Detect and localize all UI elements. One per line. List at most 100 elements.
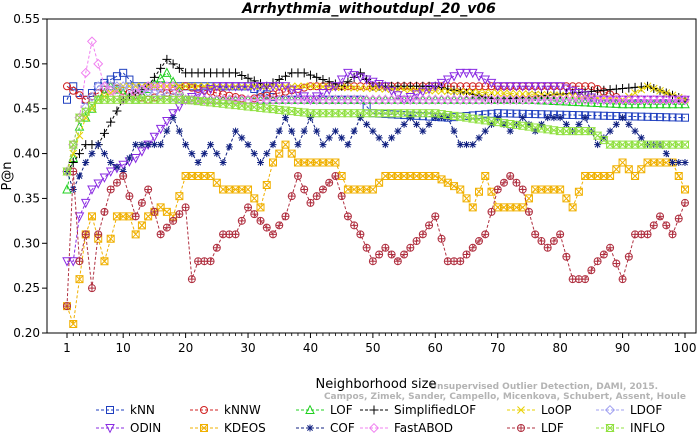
data-point-odin (87, 185, 97, 195)
data-point-cof (269, 141, 277, 149)
data-point-odin (99, 173, 110, 183)
legend-label: SimplifiedLOF (394, 403, 476, 417)
data-point-knnw (231, 93, 240, 102)
data-point-ldf (499, 178, 508, 187)
y-tick-label: 0.50 (13, 57, 40, 71)
data-point-simplifiedlof (630, 82, 640, 92)
data-point-odin (261, 82, 272, 92)
data-point-knn (637, 112, 646, 121)
data-point-ldf (119, 172, 128, 180)
data-point-odin (417, 87, 428, 98)
data-point-knnw (350, 82, 359, 91)
y-tick-label: 0.55 (13, 12, 40, 26)
data-point-kdeos (256, 203, 265, 212)
data-point-odin (524, 82, 534, 92)
data-point-kdeos (562, 194, 571, 203)
watermark-line-citation: Unsupervised Outlier Detection, DAMI, 20… (430, 382, 658, 392)
data-point-knn (656, 113, 665, 122)
data-point-kdeos (475, 187, 483, 196)
legend-entry-fastabod: FastABOD (360, 421, 453, 434)
data-point-cof (306, 114, 314, 122)
data-point-ldf (618, 275, 627, 284)
data-point-odin (436, 78, 447, 89)
data-point-loop (181, 82, 190, 91)
data-point-cof (388, 134, 396, 142)
data-point-loop (656, 86, 664, 95)
data-point-ldf (481, 230, 490, 239)
data-point-ldf (375, 250, 384, 259)
data-point-kdeos (262, 180, 271, 189)
data-point-fastabod (105, 85, 116, 96)
data-point-ldf (206, 257, 215, 266)
data-point-simplifiedlof (624, 83, 634, 93)
data-point-odin (268, 82, 278, 92)
data-point-cof (681, 159, 689, 167)
data-point-cof (113, 163, 121, 171)
data-point-knnw (63, 82, 71, 91)
data-point-kdeos (375, 178, 384, 187)
data-point-ldf (94, 230, 103, 239)
data-point-lof (162, 67, 172, 77)
data-point-ldf (531, 230, 540, 239)
plot-frame (46, 18, 697, 334)
data-point-odin (218, 82, 228, 92)
x-tick-label: 20 (178, 341, 193, 355)
legend-entry-knn: kNN (96, 403, 155, 417)
data-point-odin (130, 154, 141, 164)
data-point-knn (681, 113, 689, 122)
data-point-inflo (62, 167, 72, 176)
legend-label: kNN (130, 403, 155, 417)
data-point-loop (512, 89, 521, 98)
data-point-odin (536, 82, 547, 92)
data-point-ldf (144, 185, 153, 194)
data-point-ldf (393, 257, 402, 266)
data-point-kdeos (468, 203, 477, 212)
data-point-cof (363, 120, 371, 128)
data-point-cof (238, 134, 246, 142)
data-point-kdeos (131, 230, 140, 239)
legend-entry-odin: ODIN (96, 421, 161, 434)
data-point-odin (243, 82, 253, 92)
data-point-loop (475, 88, 483, 97)
legend-entry-inflo: INFLO (596, 421, 665, 434)
data-point-knn (674, 113, 683, 122)
data-point-ldf (624, 252, 633, 261)
data-point-odin (193, 90, 203, 100)
data-point-cof (456, 141, 464, 149)
data-point-ldf (475, 237, 484, 246)
data-point-odin (411, 90, 422, 100)
data-point-ldf (468, 243, 477, 252)
legend-label: kNNW (224, 403, 261, 417)
data-point-ldf (537, 237, 546, 246)
data-point-ldf (406, 243, 415, 252)
data-point-kdeos (624, 165, 633, 174)
watermark: Campos, Zimek, Sander, Campello, Micenko… (324, 382, 686, 402)
data-point-loop (175, 82, 184, 91)
data-point-lof (642, 98, 653, 109)
data-point-odin (517, 82, 528, 92)
data-point-loop (75, 131, 84, 140)
data-point-knn (643, 112, 652, 121)
legend-marker (200, 406, 208, 414)
data-point-knn (269, 93, 277, 102)
data-point-ldf (318, 185, 327, 194)
data-point-loop (531, 90, 540, 99)
data-point-kdeos (244, 185, 253, 194)
data-point-ldf (612, 259, 621, 268)
data-point-cof (157, 141, 165, 149)
data-point-knn (531, 110, 540, 119)
data-point-kdeos (175, 192, 184, 201)
y-axis: 0.20 0.25 0.30 0.35 0.40 0.45 0.50 0.55 (13, 12, 47, 340)
data-point-odin (380, 82, 391, 92)
data-point-simplifiedlof (449, 85, 459, 95)
data-point-lof (655, 98, 665, 109)
data-point-kdeos (518, 203, 527, 212)
data-point-kdeos (606, 172, 615, 180)
data-point-odin (318, 89, 328, 99)
legend-label: FastABOD (394, 421, 453, 434)
data-point-simplifiedlof (156, 63, 166, 73)
data-point-odin (68, 257, 79, 267)
data-point-cof (232, 127, 240, 135)
data-point-simplifiedlof (599, 85, 609, 95)
data-point-loop (487, 88, 496, 97)
